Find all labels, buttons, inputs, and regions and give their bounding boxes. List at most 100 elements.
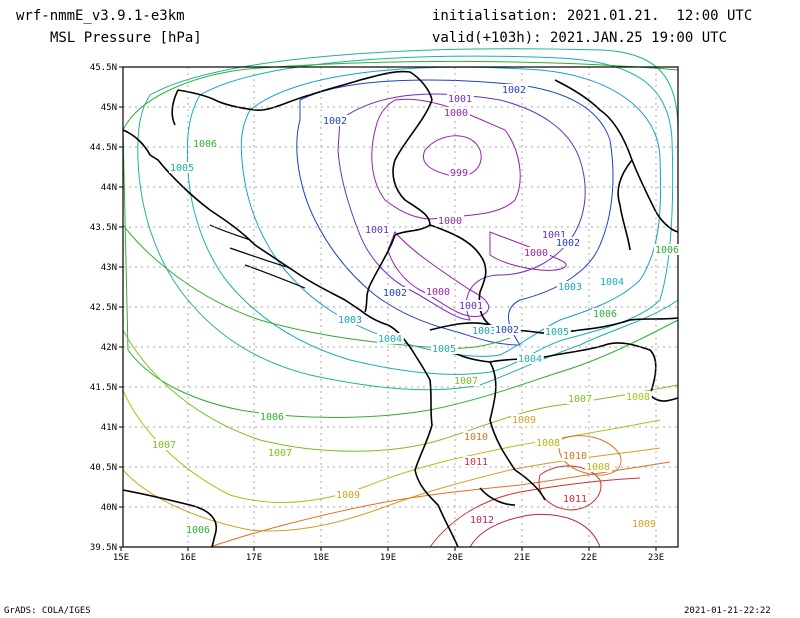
lon-label: 21E — [514, 553, 530, 563]
isobar-label-bg — [425, 286, 452, 297]
lat-label: 42N — [101, 343, 117, 353]
isobar-label-bg — [469, 514, 496, 525]
isobar-label: 1006 — [260, 412, 284, 423]
isobar-label: 1007 — [152, 440, 176, 451]
lon-label: 17E — [246, 553, 262, 563]
lon-label: 22E — [581, 553, 597, 563]
isobar-label-bg — [562, 493, 589, 504]
lat-label: 41.5N — [90, 383, 117, 393]
isobar-label: 1006 — [186, 525, 210, 536]
isobar-labels: 1002100110009991002100610051001100010011… — [151, 84, 681, 536]
isobar-label-bg — [494, 324, 521, 335]
isobar-label: 1010 — [563, 451, 587, 462]
isobar-label-bg — [544, 326, 571, 337]
isobar-label-bg — [453, 375, 480, 386]
isobar-label: 1002 — [323, 116, 347, 127]
lon-label: 15E — [113, 553, 129, 563]
country-borders — [364, 79, 679, 506]
lon-label: 16E — [180, 553, 196, 563]
isobar-label: 1007 — [568, 394, 592, 405]
isobar-label: 1011 — [464, 457, 488, 468]
isobar-label: 1005 — [170, 163, 194, 174]
isobar-label: 1000 — [444, 108, 468, 119]
graticule — [123, 67, 678, 547]
isobar-label: 1000 — [438, 216, 462, 227]
isobar-label-bg — [447, 93, 474, 104]
isobar-label-bg — [631, 518, 658, 529]
isobar-label: 1008 — [536, 438, 560, 449]
isobar-label: 1009 — [632, 519, 656, 530]
isobar-label: 1006 — [655, 245, 679, 256]
isobar-label-bg — [463, 431, 490, 442]
isobar-label: 1001 — [459, 301, 483, 312]
isobar-label: 1007 — [268, 448, 292, 459]
isobar-label-bg — [463, 456, 490, 467]
isobar-label: 1002 — [383, 288, 407, 299]
lat-label: 40N — [101, 503, 117, 513]
latitude-labels: 45.5N 45N 44.5N 44N 43.5N 43N 42.5N 42N 41.5N 41N… — [90, 63, 117, 553]
lat-label: 44N — [101, 183, 117, 193]
isobar-label-bg — [337, 314, 364, 325]
lat-label: 42.5N — [90, 303, 117, 313]
isobar-label-bg — [267, 447, 294, 458]
isobar-label-bg — [192, 138, 219, 149]
isobar-label-bg — [535, 437, 562, 448]
lat-label: 45.5N — [90, 63, 117, 73]
isobar-label: 1004 — [600, 277, 624, 288]
lon-label: 19E — [380, 553, 396, 563]
lat-label: 45N — [101, 103, 117, 113]
field-title: MSL Pressure [hPa] — [50, 30, 202, 46]
isobar-label-bg — [541, 229, 568, 240]
lon-label: 23E — [648, 553, 664, 563]
isobar-label: 1005 — [432, 344, 456, 355]
isobar-label-bg — [562, 450, 589, 461]
isobar-label-bg — [322, 115, 349, 126]
isobar-label: 1006 — [193, 139, 217, 150]
isobar-label: 1000 — [524, 248, 548, 259]
isobar-label-bg — [377, 333, 404, 344]
isobar-label: 1001 — [448, 94, 472, 105]
isobar-label: 1003 — [558, 282, 582, 293]
isobar-label-bg — [449, 167, 470, 178]
isobar-label: 1011 — [563, 494, 587, 505]
isobar-label: 1010 — [464, 432, 488, 443]
isobar-label-bg — [382, 287, 409, 298]
init-time: initialisation: 2021.01.21. 12:00 UTC — [432, 8, 753, 24]
isobar-label: 1009 — [512, 415, 536, 426]
isobar-label-bg — [169, 162, 196, 173]
isobar-label-bg — [431, 343, 458, 354]
isobar-label: 1003 — [338, 315, 362, 326]
isobar-label: 1003 — [472, 326, 496, 337]
isobar-label: 1002 — [495, 325, 519, 336]
isobar-label-bg — [599, 276, 626, 287]
isobar-label-bg — [517, 353, 544, 364]
isobar-label: 1001 — [542, 230, 566, 241]
isobar-label: 1000 — [426, 287, 450, 298]
tick-marks — [119, 66, 657, 551]
isobar-label-bg — [259, 411, 286, 422]
isobar-label: 1005 — [545, 327, 569, 338]
isobar-label: 1002 — [556, 238, 580, 249]
isobar-label: 1001 — [365, 225, 389, 236]
model-title: wrf-nmmE_v3.9.1-e3km — [16, 8, 185, 24]
isobar-label-bg — [437, 215, 464, 226]
isobar-label-bg — [585, 461, 612, 472]
isobar-label-bg — [443, 107, 470, 118]
isobar-label-bg — [501, 84, 528, 95]
isobar-label: 1009 — [336, 490, 360, 501]
lat-label: 40.5N — [90, 463, 117, 473]
isobar-label-bg — [364, 224, 391, 235]
footer-timestamp: 2021-01-21-22:22 — [684, 606, 771, 616]
isobar-label-bg — [458, 300, 485, 311]
isobar-label-bg — [555, 237, 582, 248]
lat-label: 41N — [101, 423, 117, 433]
isobar-label: 999 — [450, 168, 468, 179]
isobar-label-bg — [523, 247, 550, 258]
lat-label: 43.5N — [90, 223, 117, 233]
lon-label: 18E — [313, 553, 329, 563]
isobar-label-bg — [471, 325, 498, 336]
isobar-label: 1004 — [378, 334, 402, 345]
lat-label: 39.5N — [90, 543, 117, 553]
footer-software: GrADS: COLA/IGES — [4, 606, 91, 616]
isobar-label-bg — [557, 281, 584, 292]
